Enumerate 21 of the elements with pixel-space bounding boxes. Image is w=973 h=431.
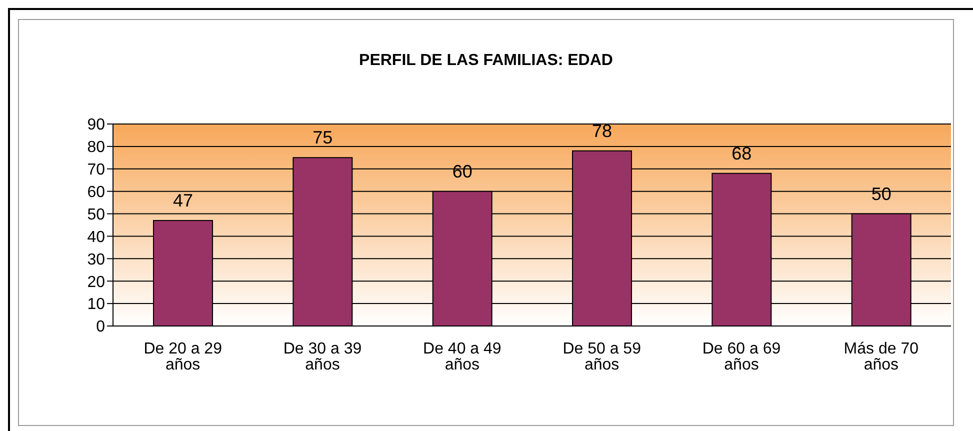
x-tick-label: De 30 a 39 años	[283, 340, 362, 374]
data-label: 68	[732, 143, 752, 164]
y-tick-label: 80	[87, 139, 106, 156]
x-tick-label: De 50 a 59 años	[562, 340, 642, 374]
y-tick-label: 70	[87, 162, 106, 179]
y-tick-label: 10	[87, 296, 106, 314]
y-tick-label: 40	[87, 228, 106, 246]
x-tick-label: Más de 70 años	[844, 340, 919, 374]
y-tick-label: 50	[87, 206, 106, 224]
data-label: 75	[312, 128, 333, 148]
y-tick-label: 30	[87, 251, 106, 268]
y-tick-label: 90	[87, 116, 106, 134]
data-label: 47	[172, 190, 194, 211]
x-tick-label: De 40 a 49 años	[423, 340, 502, 374]
y-tick-label: 60	[87, 184, 106, 202]
x-tick-label: De 60 a 69 años	[702, 340, 781, 374]
chart-title: PERFIL DE LAS FAMILIAS: EDAD	[358, 52, 614, 70]
y-tick-label: 20	[87, 274, 106, 291]
x-tick-label: De 20 a 29 años	[144, 340, 222, 374]
y-tick-label: 0	[96, 318, 106, 336]
data-label: 78	[592, 120, 612, 141]
